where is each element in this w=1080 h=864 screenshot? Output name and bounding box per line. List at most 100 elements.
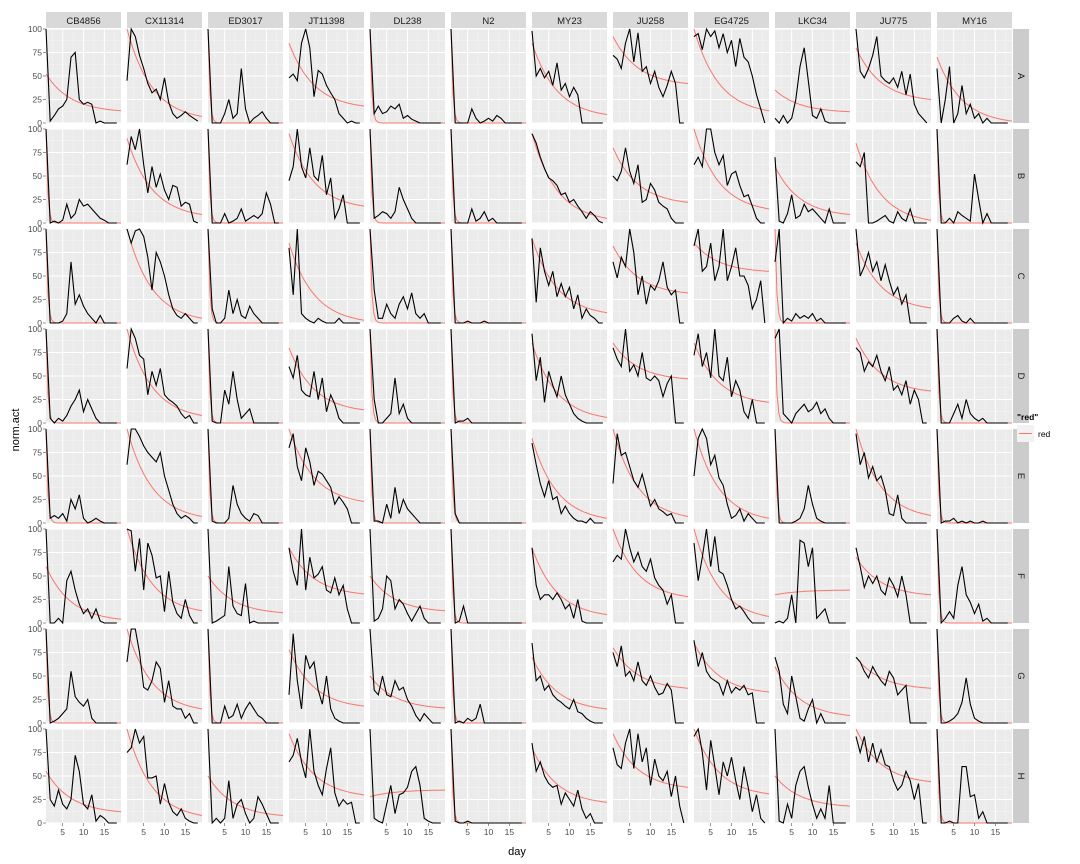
- data-line: [531, 30, 603, 124]
- data-line: [126, 128, 199, 224]
- y-tick-label: 0: [37, 318, 42, 328]
- data-line: [450, 728, 522, 824]
- fit-line: [693, 28, 770, 112]
- data-line: [45, 428, 117, 524]
- data-line: [207, 28, 279, 125]
- data-line: [450, 228, 522, 324]
- y-tick-label: 0: [37, 818, 42, 828]
- strip-right: [1013, 29, 1029, 123]
- y-tick-label: 75: [33, 148, 43, 158]
- x-tick-label: 15: [262, 827, 272, 837]
- data-line: [855, 736, 927, 824]
- data-line: [612, 528, 684, 624]
- y-tick-label: 0: [37, 118, 42, 128]
- data-line: [45, 728, 117, 824]
- y-tick-label: 50: [33, 271, 43, 281]
- data-line: [45, 28, 117, 124]
- data-line: [531, 547, 603, 624]
- x-tick-label: 15: [505, 827, 515, 837]
- data-line: [450, 628, 522, 724]
- x-tick-label: 15: [424, 827, 434, 837]
- fit-line: [531, 42, 608, 115]
- y-axis-title: norm.act: [10, 409, 22, 452]
- y-tick-label: 100: [28, 524, 42, 534]
- y-tick-label: 0: [37, 518, 42, 528]
- strip-top: [613, 12, 688, 28]
- data-line: [693, 27, 766, 124]
- y-tick-label: 0: [37, 218, 42, 228]
- x-tick-label: 15: [910, 827, 920, 837]
- strip-label-row: C: [1015, 273, 1026, 280]
- fit-line: [774, 89, 851, 113]
- strip-right: [1013, 429, 1029, 523]
- fit-line: [126, 28, 203, 117]
- x-tick-label: 5: [303, 827, 308, 837]
- data-line: [288, 633, 360, 724]
- strip-top: [208, 12, 283, 28]
- y-tick-label: 75: [33, 348, 43, 358]
- y-tick-label: 25: [33, 495, 43, 505]
- data-line: [936, 528, 1008, 625]
- strip-label-col: CX11314: [145, 16, 184, 27]
- x-tick-label: 10: [484, 827, 494, 837]
- strip-label-row: E: [1015, 473, 1026, 479]
- data-line: [450, 328, 522, 424]
- data-line: [288, 128, 360, 224]
- data-line: [612, 328, 684, 424]
- x-tick-label: 5: [60, 827, 65, 837]
- strip-right: [1013, 129, 1029, 223]
- data-line: [207, 428, 279, 524]
- data-line: [855, 152, 927, 224]
- data-line: [207, 128, 279, 224]
- y-tick-label: 50: [33, 671, 43, 681]
- data-line: [207, 728, 279, 825]
- y-tick-label: 25: [33, 395, 43, 405]
- y-tick-label: 50: [33, 371, 43, 381]
- data-line: [126, 428, 198, 524]
- fit-line: [288, 428, 365, 502]
- data-line: [774, 428, 846, 524]
- fit-line: [531, 547, 608, 615]
- fit-line: [855, 428, 932, 516]
- y-tick-label: 100: [28, 424, 42, 434]
- strip-label-col: MY16: [962, 16, 987, 27]
- strip-right: [1013, 529, 1029, 623]
- data-line: [612, 645, 684, 724]
- data-line: [855, 656, 927, 724]
- data-line: [45, 628, 117, 724]
- fit-line: [126, 138, 203, 215]
- data-line: [531, 743, 603, 824]
- fit-line: [45, 566, 122, 620]
- fit-line: [612, 733, 689, 788]
- data-line: [774, 657, 846, 725]
- y-tick-label: 0: [37, 618, 42, 628]
- fit-line: [774, 166, 851, 215]
- fit-line: [531, 656, 608, 710]
- y-tick-label: 50: [33, 71, 43, 81]
- data-line: [369, 28, 441, 124]
- y-tick-label: 75: [33, 448, 43, 458]
- y-tick-label: 50: [33, 571, 43, 581]
- fit-line: [612, 342, 689, 380]
- data-line: [693, 640, 765, 724]
- strip-top: [694, 12, 769, 28]
- fit-line: [855, 142, 932, 221]
- strip-label-col: ED3017: [228, 16, 262, 27]
- strip-label-col: DL238: [394, 16, 422, 27]
- strip-label-col: JU775: [880, 16, 907, 27]
- y-tick-label: 75: [33, 48, 43, 58]
- fit-line: [855, 556, 932, 596]
- strip-top: [127, 12, 202, 28]
- data-line: [288, 528, 360, 624]
- strip-top: [46, 12, 121, 28]
- fit-line: [288, 547, 365, 595]
- x-tick-label: 5: [627, 827, 632, 837]
- data-line: [369, 528, 441, 624]
- x-tick-label: 5: [222, 827, 227, 837]
- data-line: [774, 328, 846, 425]
- y-tick-label: 75: [33, 248, 43, 258]
- strip-label-col: JT11398: [308, 16, 344, 27]
- strip-label-col: EG4725: [714, 16, 749, 27]
- data-line: [531, 238, 603, 324]
- fit-line: [207, 575, 284, 614]
